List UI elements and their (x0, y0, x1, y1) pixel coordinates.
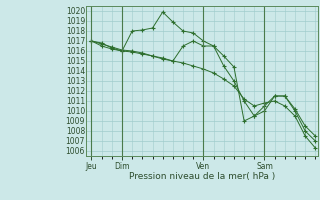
X-axis label: Pression niveau de la mer( hPa ): Pression niveau de la mer( hPa ) (129, 172, 276, 181)
